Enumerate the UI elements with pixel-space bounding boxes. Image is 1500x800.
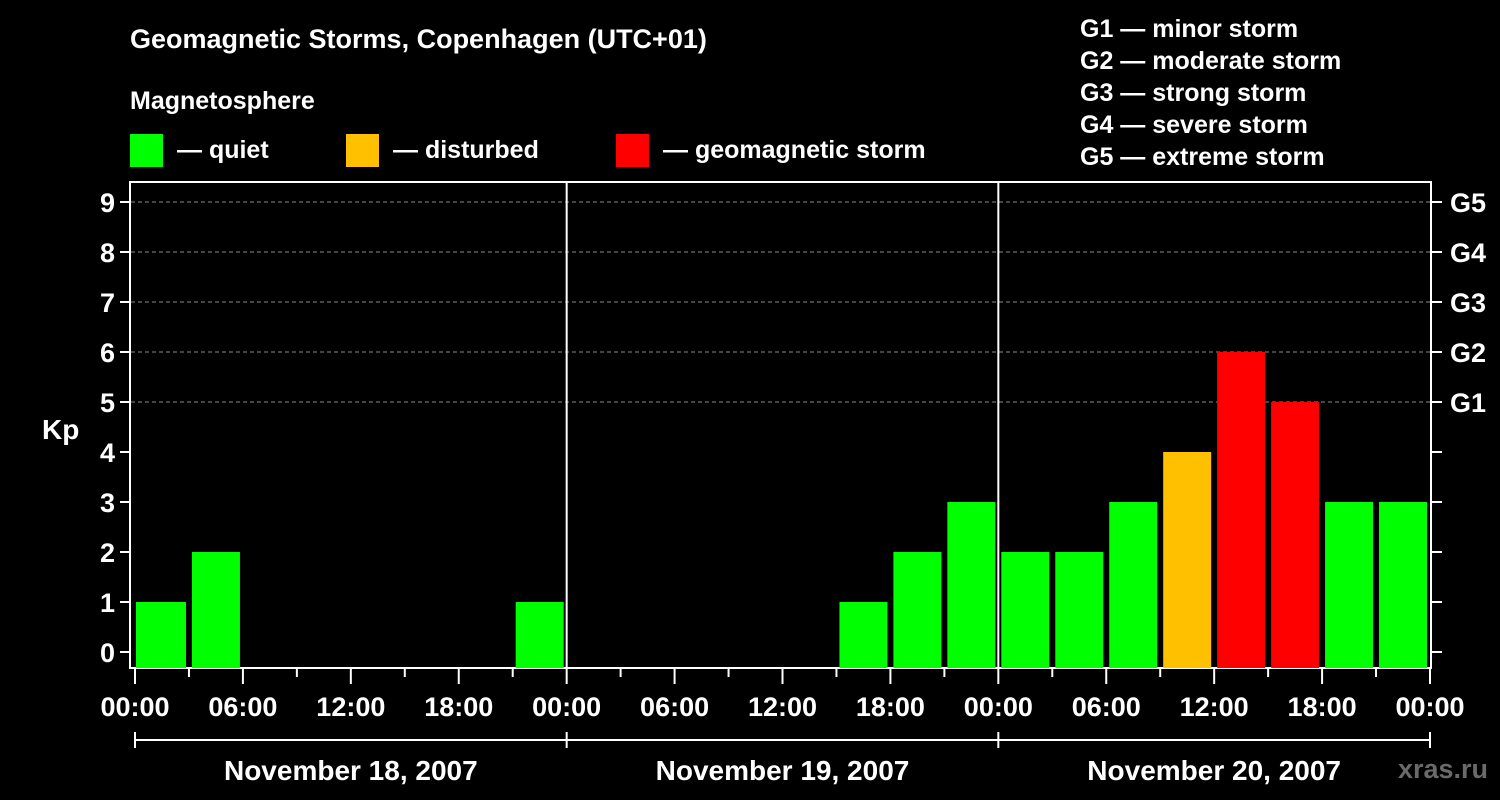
bar	[137, 602, 186, 668]
y-tick-label: 0	[100, 638, 115, 668]
legend-heading: Magnetosphere	[130, 87, 315, 115]
bar	[947, 502, 996, 668]
scale-legend-item: G4 — severe storm	[1080, 111, 1308, 139]
x-tick-label: 00:00	[100, 692, 169, 722]
y-tick-label: 8	[100, 238, 115, 268]
x-tick-label: 06:00	[208, 692, 277, 722]
day-label: November 18, 2007	[224, 755, 478, 786]
bar	[191, 552, 240, 668]
x-tick-label: 18:00	[856, 692, 925, 722]
storm-level-axis: G1 G2 G3 G4 G5	[1430, 188, 1486, 653]
bar	[1163, 452, 1212, 668]
storm-level-label: G5	[1450, 188, 1486, 218]
storm-level-label: G2	[1450, 338, 1486, 368]
y-tick-label: 2	[100, 538, 115, 568]
bar	[515, 602, 564, 668]
scale-legend-item: G5 — extreme storm	[1080, 143, 1325, 171]
legend-label: — disturbed	[393, 136, 539, 164]
x-tick-label: 18:00	[1288, 692, 1357, 722]
legend-label: — geomagnetic storm	[663, 136, 926, 164]
scale-legend-item: G1 — minor storm	[1080, 15, 1298, 43]
y-tick-label: 9	[100, 188, 115, 218]
legend-swatch	[616, 134, 649, 167]
day-label: November 19, 2007	[656, 755, 910, 786]
y-tick-label: 5	[100, 388, 115, 418]
bars	[136, 352, 1428, 668]
chart-title: Geomagnetic Storms, Copenhagen (UTC+01)	[130, 24, 707, 54]
legend-swatch	[346, 134, 379, 167]
y-axis: 0 1 2 3 4 5 6 7 8 9	[100, 188, 131, 668]
y-tick-label: 6	[100, 338, 115, 368]
scale-legend-item: G3 — strong storm	[1080, 79, 1306, 107]
x-tick-label: 12:00	[1180, 692, 1249, 722]
x-tick-label: 06:00	[640, 692, 709, 722]
storm-scale-legend: G1 — minor storm G2 — moderate storm G3 — …	[1080, 15, 1341, 171]
x-tick-label: 12:00	[748, 692, 817, 722]
bar	[1109, 502, 1158, 668]
storm-level-label: G4	[1450, 238, 1486, 268]
storm-level-label: G3	[1450, 288, 1486, 318]
x-tick-label: 12:00	[316, 692, 385, 722]
day-brackets: November 18, 2007 November 19, 2007 Novemb…	[134, 732, 1431, 786]
bar	[1217, 352, 1266, 668]
bar	[1271, 402, 1320, 668]
x-tick-label: 00:00	[532, 692, 601, 722]
scale-legend-item: G2 — moderate storm	[1080, 47, 1341, 75]
y-tick-label: 7	[100, 288, 115, 318]
day-separators	[565, 182, 1000, 668]
day-label: November 20, 2007	[1087, 755, 1341, 786]
bar	[1379, 502, 1428, 668]
plot-area	[129, 181, 1432, 669]
x-tick-label: 00:00	[1395, 692, 1464, 722]
y-tick-label: 1	[100, 588, 115, 618]
y-axis-label: Kp	[42, 414, 79, 445]
color-legend: — quiet — disturbed — geomagnetic storm	[130, 134, 926, 167]
bar	[1055, 552, 1104, 668]
x-tick-label: 00:00	[964, 692, 1033, 722]
bar	[1325, 502, 1374, 668]
y-tick-label: 4	[100, 438, 115, 468]
bar	[1001, 552, 1050, 668]
bar	[839, 602, 888, 668]
storm-level-label: G1	[1450, 388, 1486, 418]
y-tick-label: 3	[100, 488, 115, 518]
x-tick-label: 18:00	[424, 692, 493, 722]
legend-swatch	[130, 134, 163, 167]
legend-label: — quiet	[177, 136, 269, 164]
x-tick-label: 06:00	[1072, 692, 1141, 722]
bar	[893, 552, 942, 668]
x-axis: 00:00 06:00 12:00 18:00 00:00 06:00 12:00 18:00…	[100, 668, 1465, 722]
watermark: xras.ru	[1398, 754, 1488, 784]
